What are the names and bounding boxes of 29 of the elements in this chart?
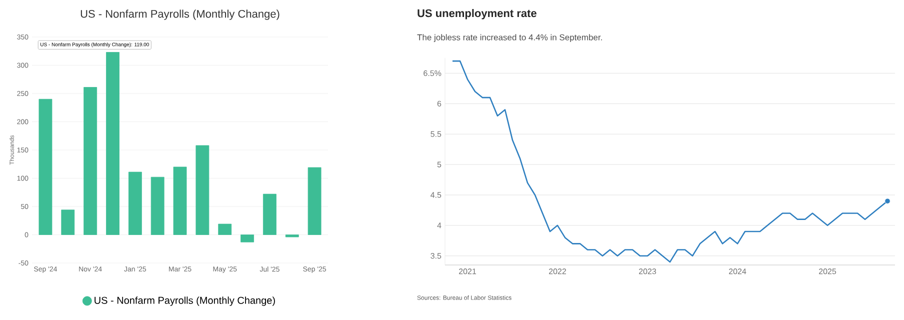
bar (240, 234, 254, 242)
bar (173, 166, 187, 235)
bar (308, 167, 322, 235)
y-tick-label: 4 (437, 222, 442, 228)
y-tick-label: 6 (437, 100, 442, 106)
bar (196, 145, 210, 235)
bar (218, 224, 232, 235)
x-tick-label: 2023 (639, 268, 656, 274)
bar (61, 210, 75, 235)
x-tick-label: 2022 (549, 268, 566, 274)
bar (106, 52, 120, 235)
chart-subtitle: The jobless rate increased to 4.4% in September. (417, 34, 602, 42)
y-tick-label: 6.5% (424, 70, 442, 76)
bar (150, 176, 164, 235)
x-tick-label: 2021 (459, 268, 476, 274)
y-tick-label: 3.5 (430, 253, 442, 259)
bar (84, 87, 98, 235)
y-tick-label: 5 (437, 162, 442, 168)
legend-label: US - Nonfarm Payrolls (Monthly Change) (94, 296, 275, 306)
y-tick-label: 5.5 (430, 131, 442, 137)
bar (38, 98, 52, 235)
x-tick-label: 2024 (729, 268, 746, 274)
bar (128, 172, 142, 235)
chart-title: US - Nonfarm Payrolls (Monthly Change) (80, 10, 280, 20)
y-tick-label: 4.5 (430, 192, 442, 198)
bar (285, 234, 299, 238)
chart-title: US unemployment rate (418, 9, 536, 20)
x-tick-label: 2025 (819, 268, 836, 274)
bar (263, 194, 276, 235)
